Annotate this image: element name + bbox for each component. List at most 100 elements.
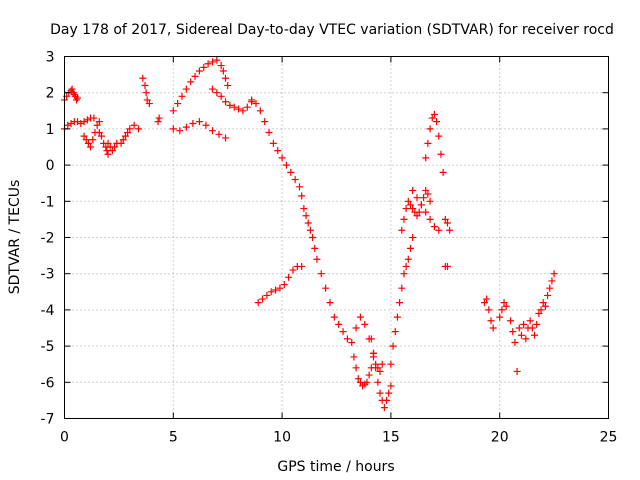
data-point bbox=[354, 375, 362, 383]
x-axis-label: GPS time / hours bbox=[277, 459, 394, 475]
data-point bbox=[217, 92, 225, 100]
data-point bbox=[391, 328, 399, 336]
data-point bbox=[533, 320, 541, 328]
data-point bbox=[393, 313, 401, 321]
data-point bbox=[74, 118, 82, 126]
x-tick-label: 10 bbox=[273, 430, 291, 446]
data-point bbox=[117, 139, 125, 147]
data-point bbox=[141, 81, 149, 89]
data-point bbox=[74, 94, 82, 102]
data-point bbox=[517, 331, 525, 339]
data-point bbox=[330, 313, 338, 321]
data-point bbox=[515, 324, 523, 332]
data-point bbox=[267, 288, 275, 296]
y-axis-label: SDTVAR / TECUs bbox=[7, 180, 23, 295]
data-point bbox=[544, 291, 552, 299]
data-point bbox=[387, 360, 395, 368]
data-point bbox=[272, 286, 280, 294]
data-point bbox=[322, 284, 330, 292]
data-point bbox=[208, 127, 216, 135]
data-point bbox=[374, 378, 382, 386]
data-point bbox=[441, 215, 449, 223]
data-point bbox=[343, 335, 351, 343]
data-point bbox=[80, 132, 88, 140]
y-tick-label: 2 bbox=[46, 86, 55, 102]
data-point bbox=[537, 306, 545, 314]
data-point bbox=[291, 176, 299, 184]
data-point bbox=[385, 389, 393, 397]
data-point bbox=[426, 197, 434, 205]
data-point bbox=[502, 302, 510, 310]
data-point bbox=[287, 168, 295, 176]
data-point bbox=[248, 96, 256, 104]
data-point bbox=[195, 118, 203, 126]
data-point bbox=[528, 324, 536, 332]
data-point bbox=[256, 107, 264, 115]
data-point bbox=[437, 150, 445, 158]
data-point bbox=[426, 125, 434, 133]
data-point bbox=[289, 266, 297, 274]
data-point bbox=[261, 118, 269, 126]
data-point bbox=[376, 389, 384, 397]
data-point bbox=[213, 56, 221, 64]
data-point bbox=[298, 192, 306, 200]
data-point bbox=[363, 378, 371, 386]
data-point bbox=[215, 130, 223, 138]
data-point bbox=[430, 223, 438, 231]
data-point bbox=[433, 118, 441, 126]
data-point bbox=[356, 378, 364, 386]
data-point bbox=[317, 270, 325, 278]
data-point bbox=[406, 201, 414, 209]
data-point bbox=[435, 226, 443, 234]
data-point bbox=[367, 335, 375, 343]
y-tick-label: -3 bbox=[41, 267, 55, 283]
data-point bbox=[309, 234, 317, 241]
data-point bbox=[380, 404, 388, 412]
data-point bbox=[413, 194, 421, 202]
data-point bbox=[546, 284, 554, 292]
data-point bbox=[513, 367, 521, 375]
data-point bbox=[169, 125, 177, 133]
data-point bbox=[511, 338, 519, 346]
data-point bbox=[306, 226, 314, 234]
data-point bbox=[64, 121, 72, 129]
data-point bbox=[356, 313, 364, 321]
data-point bbox=[404, 255, 412, 263]
data-point bbox=[217, 62, 225, 70]
data-point bbox=[280, 281, 288, 289]
data-point bbox=[202, 121, 210, 129]
data-point bbox=[121, 132, 129, 140]
data-point bbox=[302, 212, 310, 220]
data-point bbox=[259, 295, 267, 303]
data-point bbox=[124, 129, 132, 137]
x-tick-label: 0 bbox=[60, 430, 69, 446]
grid bbox=[64, 56, 609, 419]
data-point bbox=[200, 63, 208, 71]
x-tick-label: 15 bbox=[382, 430, 400, 446]
data-point bbox=[174, 100, 182, 108]
data-point bbox=[424, 139, 432, 147]
data-point bbox=[84, 139, 92, 147]
data-point bbox=[226, 101, 234, 109]
data-point bbox=[443, 219, 451, 227]
data-point bbox=[182, 123, 190, 131]
data-point bbox=[300, 205, 308, 213]
data-point bbox=[254, 299, 262, 307]
data-point bbox=[500, 299, 508, 307]
data-point bbox=[142, 89, 150, 97]
data-point bbox=[189, 119, 197, 127]
y-axis-ticks: 3 2 1 0 -1 -2 -3 -4 -5 -6 -7 bbox=[41, 50, 609, 428]
data-point bbox=[424, 190, 432, 198]
data-point bbox=[178, 92, 186, 100]
data-point bbox=[409, 234, 417, 241]
data-point bbox=[548, 277, 556, 285]
data-point bbox=[420, 194, 428, 202]
data-point bbox=[298, 262, 306, 270]
data-point bbox=[143, 96, 151, 104]
data-point bbox=[428, 114, 436, 122]
y-tick-label: 1 bbox=[46, 122, 55, 138]
data-point bbox=[182, 85, 190, 93]
y-tick-label: -4 bbox=[41, 303, 55, 319]
data-point bbox=[339, 328, 347, 336]
